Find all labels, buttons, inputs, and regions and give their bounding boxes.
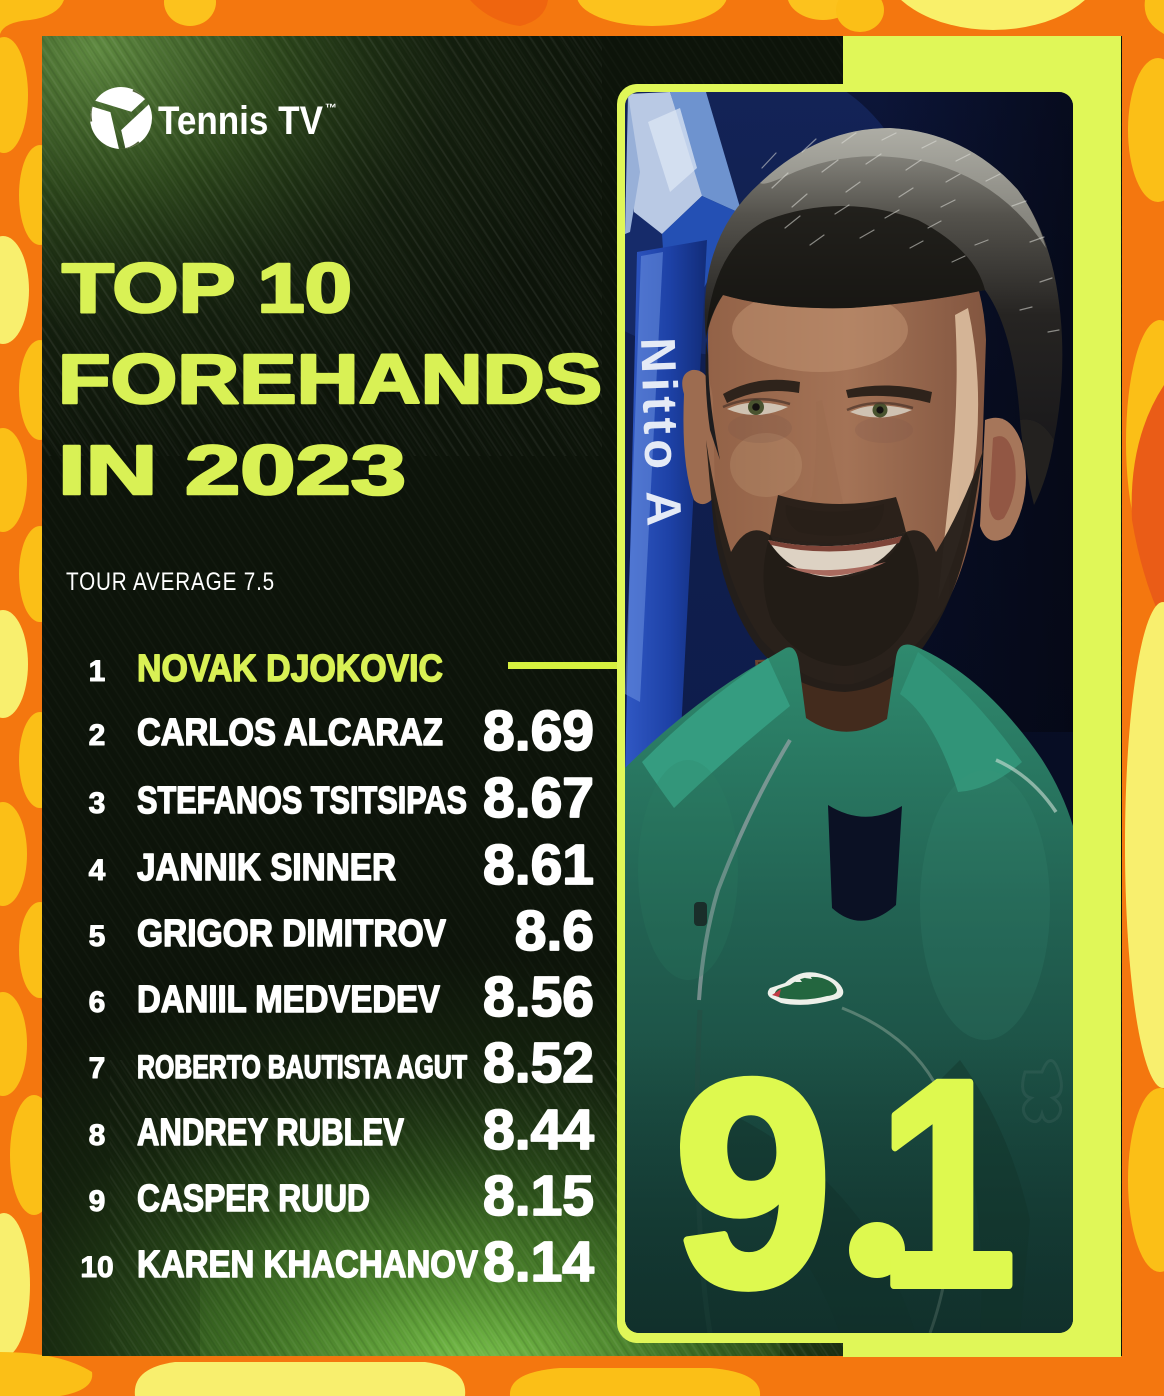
svg-text:TOUR AVERAGE 7.5: TOUR AVERAGE 7.5 [66,568,275,596]
svg-text:8: 8 [89,1119,106,1152]
svg-text:3: 3 [89,787,106,820]
svg-text:8.61: 8.61 [483,833,594,897]
svg-text:JANNIK SINNER: JANNIK SINNER [137,847,396,889]
svg-text:2: 2 [89,719,106,752]
svg-text:1: 1 [89,655,106,688]
svg-text:8.44: 8.44 [483,1098,594,1162]
svg-text:8.15: 8.15 [483,1164,594,1228]
svg-text:8.69: 8.69 [483,699,594,763]
svg-text:STEFANOS TSITSIPAS: STEFANOS TSITSIPAS [137,780,467,822]
svg-text:6: 6 [89,986,106,1019]
svg-text:™: ™ [325,101,337,115]
svg-text:NOVAK DJOKOVIC: NOVAK DJOKOVIC [137,648,443,690]
svg-text:Tennis TV: Tennis TV [158,99,323,143]
svg-text:8.52: 8.52 [483,1031,594,1095]
svg-text:TOP 10: TOP 10 [62,249,352,327]
svg-text:9: 9 [89,1185,106,1218]
svg-text:10: 10 [80,1251,113,1284]
svg-text:7: 7 [89,1052,106,1085]
svg-text:5: 5 [89,920,106,953]
svg-text:IN 2023: IN 2023 [58,431,406,509]
svg-text:Nitto A: Nitto A [630,336,691,532]
svg-text:FOREHANDS: FOREHANDS [58,340,602,418]
svg-text:1: 1 [878,1020,1016,1348]
svg-text:CASPER RUUD: CASPER RUUD [137,1178,370,1220]
svg-text:CARLOS ALCARAZ: CARLOS ALCARAZ [137,712,443,754]
svg-text:ROBERTO BAUTISTA AGUT: ROBERTO BAUTISTA AGUT [137,1049,467,1085]
svg-text:8.56: 8.56 [483,965,594,1029]
svg-text:DANIIL MEDVEDEV: DANIIL MEDVEDEV [137,979,441,1021]
svg-text:ANDREY RUBLEV: ANDREY RUBLEV [137,1112,405,1154]
svg-text:9: 9 [674,1020,832,1348]
svg-text:8.14: 8.14 [483,1230,594,1294]
svg-text:4: 4 [89,854,106,887]
svg-text:GRIGOR DIMITROV: GRIGOR DIMITROV [137,913,447,955]
svg-text:KAREN KHACHANOV: KAREN KHACHANOV [137,1244,479,1286]
svg-text:8.67: 8.67 [483,766,594,830]
svg-text:8.6: 8.6 [515,899,594,963]
